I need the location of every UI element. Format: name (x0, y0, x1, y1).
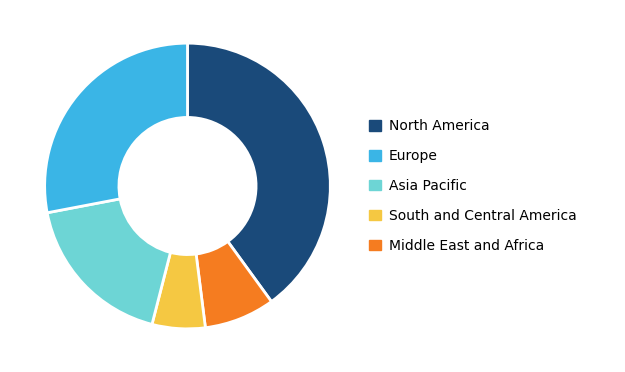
Wedge shape (152, 253, 206, 329)
Wedge shape (196, 241, 271, 328)
Wedge shape (44, 43, 188, 213)
Wedge shape (188, 43, 331, 302)
Wedge shape (47, 199, 171, 324)
Legend: North America, Europe, Asia Pacific, South and Central America, Middle East and : North America, Europe, Asia Pacific, Sou… (369, 119, 577, 253)
